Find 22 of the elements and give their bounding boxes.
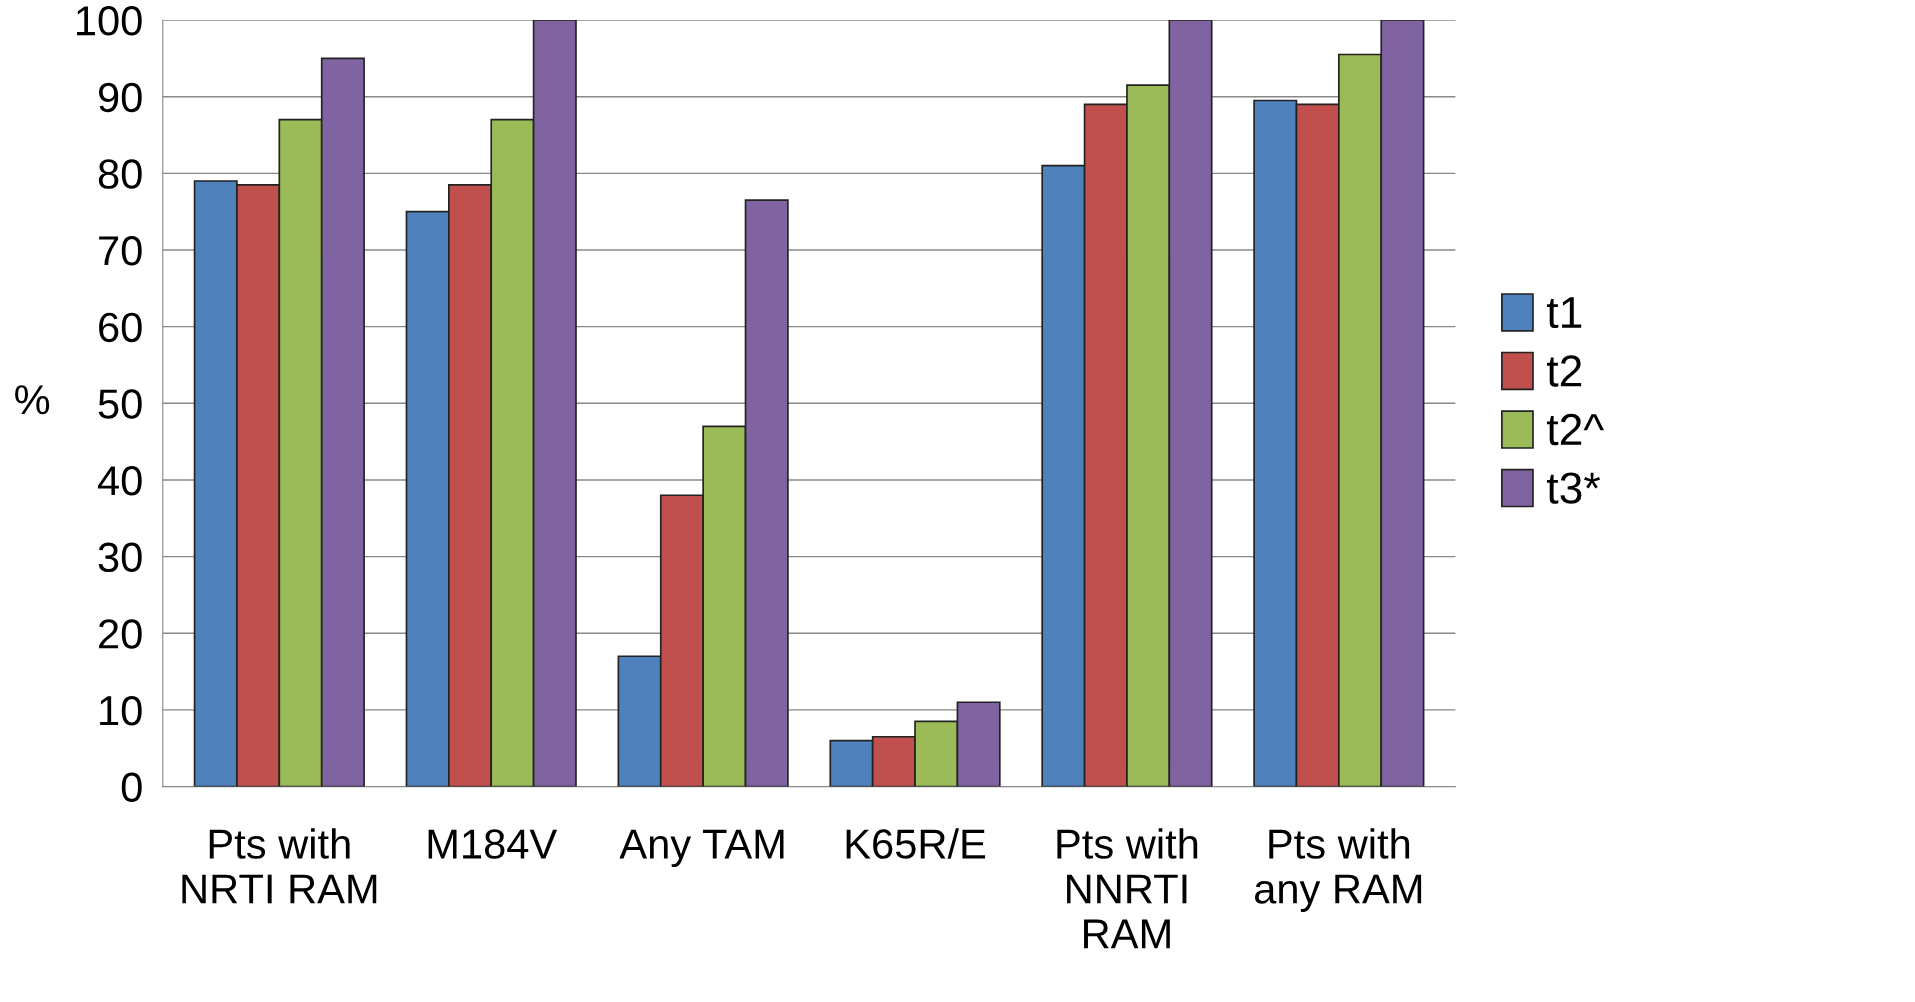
y-tick-label: 50 xyxy=(98,389,142,419)
x-tick-label: Any TAM xyxy=(619,829,784,868)
x-tick-label: Pts with NNRTI RAM xyxy=(1057,828,1198,949)
x-tick-label: Pts with NRTI RAM xyxy=(182,828,377,904)
y-tick-label: 20 xyxy=(99,619,142,649)
x-tick-label: M184V xyxy=(428,829,558,859)
y-tick-label: 40 xyxy=(97,465,142,496)
legend-label: t2 xyxy=(1546,355,1582,387)
legend-label: t3* xyxy=(1546,472,1600,504)
y-tick-label: 30 xyxy=(98,542,142,573)
x-tick-label: K65R/E xyxy=(846,828,986,859)
y-tick-label: 0 xyxy=(121,772,142,803)
legend-label: t2^ xyxy=(1546,413,1605,446)
x-tick-label: Pts with any RAM xyxy=(1254,828,1422,912)
y-axis-title: % xyxy=(15,385,50,415)
y-tick-label: 70 xyxy=(99,236,142,266)
y-tick-label: 10 xyxy=(100,695,142,726)
y-tick-label: 80 xyxy=(98,159,142,189)
y-tick-label: 90 xyxy=(98,82,142,113)
y-tick-label: 100 xyxy=(77,6,142,36)
y-tick-label: 60 xyxy=(99,312,142,343)
legend-label: t1 xyxy=(1546,297,1582,329)
